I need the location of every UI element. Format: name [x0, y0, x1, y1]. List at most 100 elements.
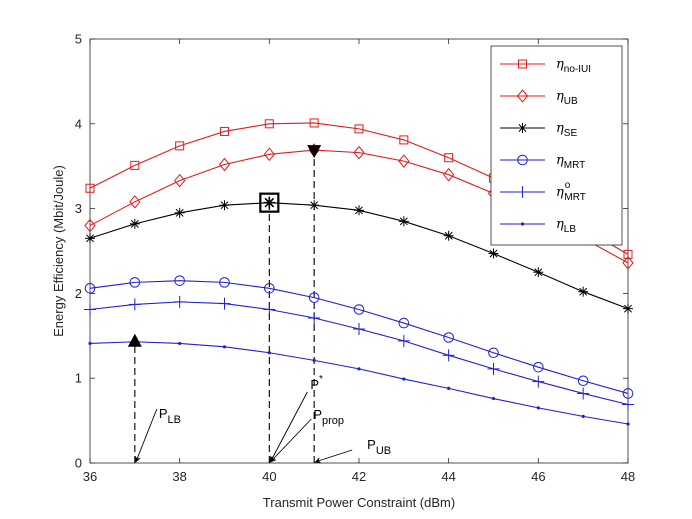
x-tick-label: 40 — [262, 469, 276, 484]
x-tick-label: 42 — [352, 469, 366, 484]
data-point-mrt — [264, 283, 275, 294]
data-point-mrto — [218, 297, 231, 310]
data-point-ub — [398, 154, 410, 168]
data-point-lb — [402, 377, 406, 381]
legend-label: ηMRT — [556, 153, 585, 171]
annotation-label: P* — [310, 374, 323, 392]
data-point-se — [354, 205, 364, 216]
annotation-label: Pprop — [313, 407, 344, 427]
legend-entry-noiui: ηno-IUI — [500, 57, 591, 75]
data-point-ub — [84, 218, 96, 233]
data-point-mrto — [577, 387, 590, 400]
data-point-noiui — [444, 153, 454, 163]
data-point-se — [443, 230, 454, 241]
data-point-ub — [174, 173, 186, 188]
data-point-se — [219, 200, 230, 211]
legend: ηno-IUI ηUB ηSE ηMRT ηo MRT ηLB — [490, 45, 623, 246]
legend-box — [490, 45, 623, 246]
data-point-lb — [536, 406, 540, 410]
highlight-marker-p_star — [259, 192, 280, 213]
y-tick-label: 5 — [75, 32, 82, 47]
annotation-arrow — [314, 449, 353, 464]
legend-label: ηSE — [556, 121, 577, 139]
data-point-lb — [88, 341, 92, 346]
annotation-arrow — [134, 408, 158, 463]
x-axis-label: Transmit Power Constraint (dBm) — [263, 495, 455, 510]
legend-swatch-marker — [516, 89, 529, 103]
data-point-lb — [491, 396, 496, 401]
y-tick-label: 3 — [75, 201, 82, 216]
data-point-se — [174, 207, 185, 218]
legend-swatch-marker — [517, 123, 528, 133]
data-point-ub — [443, 167, 455, 182]
data-point-mrto — [397, 334, 410, 347]
data-point-mrt — [129, 277, 141, 288]
annotation-label: PLB — [159, 406, 181, 426]
y-axis-label: Energy Efficiency (Mbit/Joule) — [51, 165, 66, 337]
data-point-noiui — [399, 135, 409, 145]
data-point-mrto — [308, 311, 321, 324]
data-point-mrt — [622, 388, 634, 399]
legend-label: ηLB — [556, 217, 576, 235]
data-point-mrto — [487, 362, 500, 375]
data-point-ub — [218, 157, 231, 172]
data-point-ub — [353, 145, 365, 160]
legend-entry-ub: ηUB — [500, 89, 578, 107]
data-point-lb — [178, 341, 182, 346]
data-point-noiui — [175, 141, 185, 151]
data-point-lb — [447, 386, 451, 390]
legend-swatch-marker — [516, 186, 529, 198]
y-tick-label: 4 — [75, 116, 82, 131]
highlight-marker-p_ub — [307, 145, 322, 159]
data-point-noiui — [354, 124, 364, 134]
data-point-mrt — [577, 375, 589, 387]
highlight-marker-p_lb — [127, 333, 142, 347]
data-point-mrt — [308, 292, 320, 303]
annotation-ann_star: P* — [269, 374, 323, 463]
data-point-se — [578, 286, 589, 297]
data-point-mrt — [443, 332, 454, 343]
legend-label: ηo MRT — [556, 180, 586, 203]
x-tick-label: 36 — [83, 469, 97, 484]
data-point-lb — [626, 422, 630, 426]
y-tick-label: 2 — [75, 286, 82, 301]
legend-swatch-marker — [520, 222, 525, 226]
legend-swatch-marker — [517, 154, 528, 166]
legend-entry-mrt: ηMRT — [500, 153, 585, 171]
legend-entry-se: ηSE — [500, 121, 577, 139]
data-point-se — [623, 303, 633, 314]
data-point-lb — [581, 414, 585, 418]
data-point-se — [398, 216, 409, 227]
data-point-ub — [129, 195, 141, 209]
legend-entry-mrto: ηo MRT — [500, 180, 586, 203]
y-tick-label: 1 — [75, 371, 82, 386]
legend-entry-lb: ηLB — [500, 217, 576, 235]
data-point-mrt — [219, 277, 230, 288]
data-point-mrto — [173, 295, 186, 308]
legend-label: ηno-IUI — [556, 57, 591, 75]
data-point-se — [533, 267, 544, 278]
data-point-mrto — [353, 323, 365, 336]
x-tick-label: 44 — [441, 469, 455, 484]
data-point-lb — [357, 367, 361, 371]
data-point-mrt — [398, 317, 410, 329]
series-line-mrt — [89, 280, 629, 394]
data-point-mrt — [488, 347, 499, 359]
data-point-lb — [222, 345, 227, 349]
legend-label: ηUB — [556, 89, 578, 107]
x-tick-label: 48 — [621, 469, 635, 484]
data-point-noiui — [220, 126, 229, 136]
data-point-ub — [622, 256, 634, 270]
annotation-label: PUB — [367, 437, 391, 457]
data-point-mrt — [353, 304, 365, 315]
data-point-noiui — [623, 249, 633, 259]
data-point-lb — [267, 351, 271, 355]
data-point-se — [85, 233, 95, 244]
legend-swatch-marker — [518, 59, 527, 69]
data-point-noiui — [309, 118, 319, 128]
x-tick-label: 46 — [531, 469, 545, 484]
data-point-se — [309, 200, 320, 211]
annotation-arrow — [269, 418, 312, 463]
data-point-lb — [312, 358, 316, 362]
